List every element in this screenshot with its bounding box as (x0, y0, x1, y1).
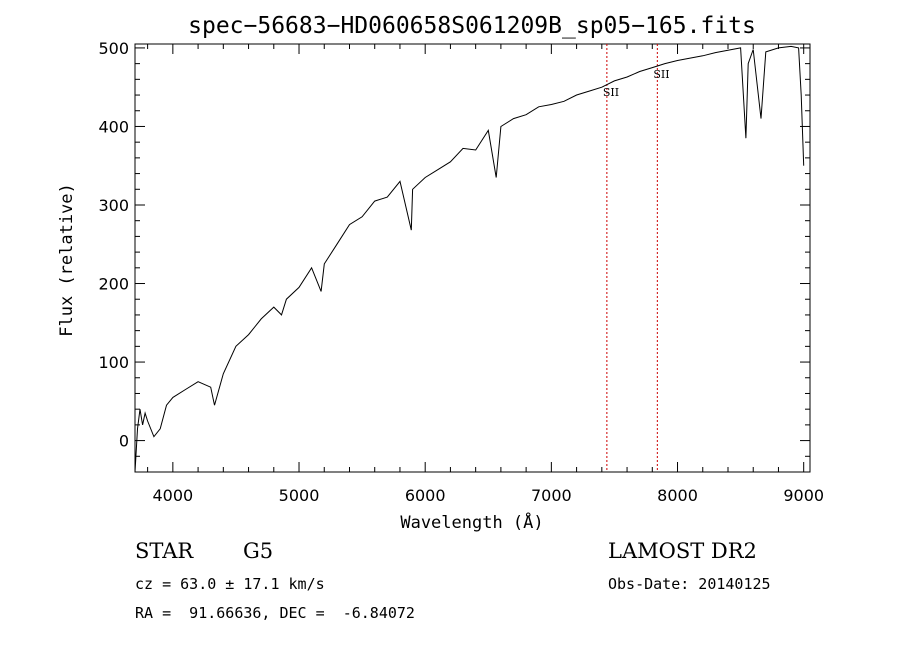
x-tick-label: 9000 (783, 486, 824, 505)
y-tick-label: 100 (98, 353, 129, 372)
y-tick-label: 500 (98, 39, 129, 58)
observation-date: Obs-Date: 20140125 (608, 575, 771, 593)
spectrum-line (134, 45, 805, 473)
object-type: STAR (135, 539, 194, 563)
x-axis-label: Wavelength (Å) (400, 511, 543, 533)
plot-frame (134, 43, 811, 473)
y-tick-label: 0 (119, 432, 129, 451)
chart-title: spec−56683−HD060658S061209B_sp05−165.fit… (188, 13, 756, 39)
line-marker-layer: SII SII (603, 44, 670, 472)
survey-name: LAMOST DR2 (608, 539, 757, 563)
y-tick-label: 400 (98, 117, 129, 136)
coordinates: RA = 91.66636, DEC = -6.84072 (135, 604, 415, 622)
spectrum-chart: spec−56683−HD060658S061209B_sp05−165.fit… (57, 13, 824, 533)
y-axis-label: Flux (relative) (57, 183, 77, 337)
y-tick-label: 300 (98, 196, 129, 215)
x-tick-label: 6000 (405, 486, 446, 505)
axis-ticks: 4000 5000 6000 7000 8000 9000 0 100 200 300 400 500 (98, 39, 824, 505)
x-tick-label: 7000 (531, 486, 572, 505)
y-tick-label: 200 (98, 275, 129, 294)
redshift-velocity: cz = 63.0 ± 17.1 km/s (135, 575, 325, 593)
x-tick-label: 4000 (152, 486, 193, 505)
line-marker-label: SII (603, 86, 619, 99)
line-marker-label: SII (653, 68, 669, 81)
x-tick-label: 5000 (279, 486, 320, 505)
spectral-subclass: G5 (243, 539, 274, 563)
x-tick-label: 8000 (657, 486, 698, 505)
